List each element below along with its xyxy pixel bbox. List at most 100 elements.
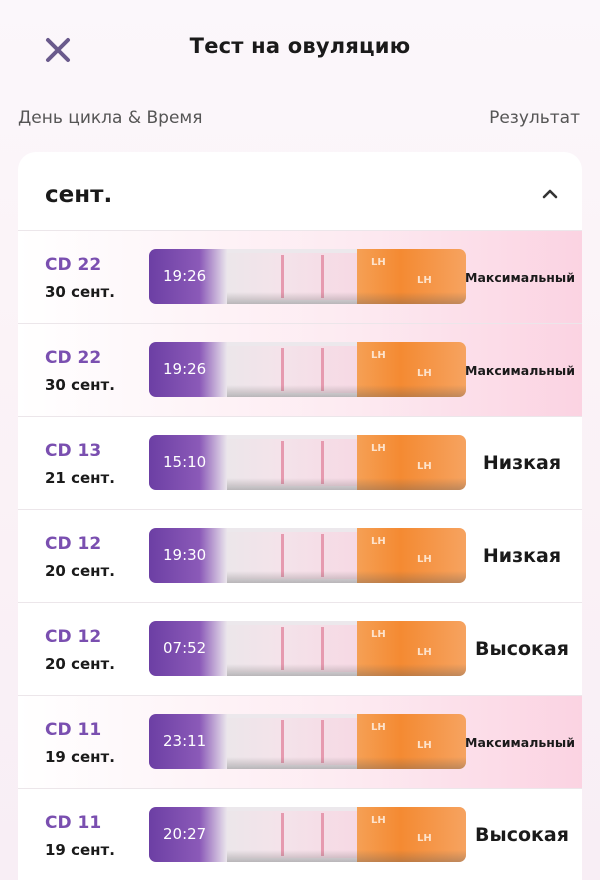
strip-test-line bbox=[281, 813, 284, 856]
cycle-day: CD 22 bbox=[45, 348, 102, 368]
strip-shadow bbox=[227, 385, 466, 397]
test-strip-image[interactable]: LH LH 19:30 bbox=[149, 528, 466, 583]
list-item[interactable]: CD 12 20 сент. LH LH 19:30 Низкая bbox=[18, 509, 582, 602]
strip-handle bbox=[149, 621, 227, 676]
strip-shadow bbox=[227, 571, 466, 583]
strip-handle bbox=[149, 435, 227, 490]
result-label: Максимальный bbox=[465, 269, 575, 285]
list-item[interactable]: CD 22 30 сент. LH LH 19:26 Максимальный bbox=[18, 230, 582, 323]
test-time: 20:27 bbox=[163, 825, 207, 843]
test-time: 19:30 bbox=[163, 546, 207, 564]
strip-test-line bbox=[281, 255, 284, 298]
strip-test-line bbox=[281, 534, 284, 577]
test-time: 07:52 bbox=[163, 639, 207, 657]
strip-control-line bbox=[321, 441, 324, 484]
strip-absorbent-tip bbox=[357, 249, 466, 304]
result-label: Низкая bbox=[482, 452, 562, 474]
strip-handle bbox=[149, 714, 227, 769]
test-date: 19 сент. bbox=[45, 748, 115, 766]
strip-window bbox=[227, 532, 357, 579]
month-section-header[interactable]: сент. bbox=[18, 152, 582, 230]
chevron-up-icon[interactable] bbox=[540, 184, 560, 204]
month-label: сент. bbox=[45, 182, 113, 208]
strip-lh-mark: LH bbox=[371, 629, 386, 640]
page-title: Тест на овуляцию bbox=[189, 34, 411, 58]
strip-control-line bbox=[321, 813, 324, 856]
test-date: 30 сент. bbox=[45, 283, 115, 301]
result-label: Максимальный bbox=[465, 362, 575, 378]
strip-lh-mark: LH bbox=[371, 350, 386, 361]
test-strip-image[interactable]: LH LH 20:27 bbox=[149, 807, 466, 862]
strip-handle bbox=[149, 528, 227, 583]
strip-lh-mark: LH bbox=[371, 815, 386, 826]
strip-test-line bbox=[281, 441, 284, 484]
strip-absorbent-tip bbox=[357, 342, 466, 397]
result-label: Максимальный bbox=[465, 734, 575, 750]
strip-handle bbox=[149, 249, 227, 304]
strip-window bbox=[227, 439, 357, 486]
strip-absorbent-tip bbox=[357, 528, 466, 583]
test-time: 15:10 bbox=[163, 453, 207, 471]
test-strip-image[interactable]: LH LH 07:52 bbox=[149, 621, 466, 676]
results-card: сент. CD 22 30 сент. LH LH 19:26 Максима… bbox=[18, 152, 582, 880]
strip-control-line bbox=[321, 627, 324, 670]
strip-shadow bbox=[227, 850, 466, 862]
strip-control-line bbox=[321, 720, 324, 763]
test-date: 21 сент. bbox=[45, 469, 115, 487]
strip-control-line bbox=[321, 348, 324, 391]
test-time: 19:26 bbox=[163, 360, 207, 378]
strip-lh-mark: LH bbox=[417, 554, 432, 565]
test-strip-image[interactable]: LH LH 23:11 bbox=[149, 714, 466, 769]
test-time: 23:11 bbox=[163, 732, 207, 750]
list-item[interactable]: CD 12 20 сент. LH LH 07:52 Высокая bbox=[18, 602, 582, 695]
strip-absorbent-tip bbox=[357, 435, 466, 490]
test-list: CD 22 30 сент. LH LH 19:26 Максимальный … bbox=[18, 230, 582, 880]
header: Тест на овуляцию bbox=[0, 0, 600, 96]
strip-shadow bbox=[227, 757, 466, 769]
strip-handle bbox=[149, 342, 227, 397]
test-strip-image[interactable]: LH LH 15:10 bbox=[149, 435, 466, 490]
test-strip-image[interactable]: LH LH 19:26 bbox=[149, 249, 466, 304]
strip-lh-mark: LH bbox=[417, 647, 432, 658]
strip-absorbent-tip bbox=[357, 807, 466, 862]
result-label: Высокая bbox=[475, 638, 569, 660]
strip-absorbent-tip bbox=[357, 621, 466, 676]
strip-test-line bbox=[281, 720, 284, 763]
strip-lh-mark: LH bbox=[417, 275, 432, 286]
result-label: Высокая bbox=[475, 824, 569, 846]
strip-lh-mark: LH bbox=[371, 257, 386, 268]
test-date: 20 сент. bbox=[45, 655, 115, 673]
strip-lh-mark: LH bbox=[417, 368, 432, 379]
test-date: 30 сент. bbox=[45, 376, 115, 394]
strip-window bbox=[227, 346, 357, 393]
strip-window bbox=[227, 253, 357, 300]
cycle-day: CD 12 bbox=[45, 534, 102, 554]
test-date: 19 сент. bbox=[45, 841, 115, 859]
cycle-day: CD 11 bbox=[45, 720, 102, 740]
strip-test-line bbox=[281, 348, 284, 391]
strip-shadow bbox=[227, 664, 466, 676]
cycle-day: CD 22 bbox=[45, 255, 102, 275]
test-strip-image[interactable]: LH LH 19:26 bbox=[149, 342, 466, 397]
result-label: Низкая bbox=[482, 545, 562, 567]
test-time: 19:26 bbox=[163, 267, 207, 285]
strip-absorbent-tip bbox=[357, 714, 466, 769]
strip-lh-mark: LH bbox=[371, 536, 386, 547]
strip-window bbox=[227, 625, 357, 672]
column-header-cycle-day-time: День цикла & Время bbox=[18, 108, 203, 128]
strip-lh-mark: LH bbox=[417, 833, 432, 844]
list-item[interactable]: CD 11 19 сент. LH LH 20:27 Высокая bbox=[18, 788, 582, 880]
list-item[interactable]: CD 22 30 сент. LH LH 19:26 Максимальный bbox=[18, 323, 582, 416]
close-icon[interactable] bbox=[40, 32, 76, 68]
cycle-day: CD 11 bbox=[45, 813, 102, 833]
test-date: 20 сент. bbox=[45, 562, 115, 580]
cycle-day: CD 13 bbox=[45, 441, 102, 461]
list-item[interactable]: CD 11 19 сент. LH LH 23:11 Максимальный bbox=[18, 695, 582, 788]
strip-shadow bbox=[227, 478, 466, 490]
strip-lh-mark: LH bbox=[371, 443, 386, 454]
strip-test-line bbox=[281, 627, 284, 670]
list-item[interactable]: CD 13 21 сент. LH LH 15:10 Низкая bbox=[18, 416, 582, 509]
strip-lh-mark: LH bbox=[417, 461, 432, 472]
cycle-day: CD 12 bbox=[45, 627, 102, 647]
strip-shadow bbox=[227, 292, 466, 304]
